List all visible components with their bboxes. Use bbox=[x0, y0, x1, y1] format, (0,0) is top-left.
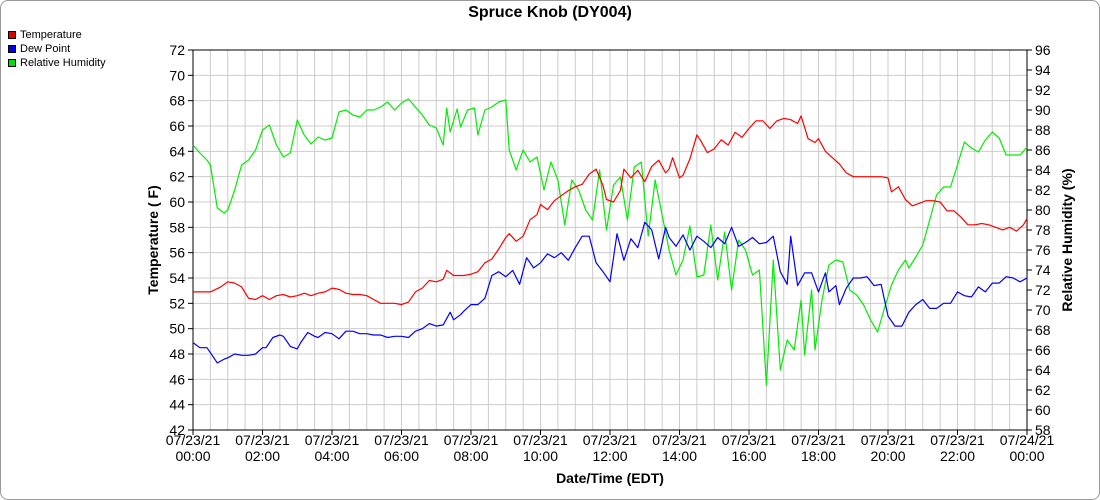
tick-label-x-date: 07/23/21 bbox=[444, 432, 499, 448]
tick-label-left: 44 bbox=[169, 397, 185, 413]
tick-label-right: 90 bbox=[1035, 102, 1051, 118]
tick-label-left: 50 bbox=[169, 321, 185, 337]
tick-label-right: 80 bbox=[1035, 202, 1051, 218]
tick-label-x-time: 04:00 bbox=[314, 448, 349, 464]
tick-label-left: 54 bbox=[169, 270, 185, 286]
tick-label-x-date: 07/23/21 bbox=[791, 432, 846, 448]
tick-label-right: 58 bbox=[1035, 422, 1051, 438]
tick-label-x-time: 18:00 bbox=[801, 448, 836, 464]
tick-label-right: 82 bbox=[1035, 182, 1051, 198]
tick-label-left: 64 bbox=[169, 143, 185, 159]
legend-item-relative-humidity: Relative Humidity bbox=[8, 56, 106, 70]
tick-label-right: 62 bbox=[1035, 382, 1051, 398]
legend-label-temperature: Temperature bbox=[20, 29, 82, 41]
tick-label-x-date: 07/23/21 bbox=[374, 432, 429, 448]
tick-label-left: 58 bbox=[169, 219, 185, 235]
tick-label-left: 66 bbox=[169, 118, 185, 134]
tick-label-x-time: 20:00 bbox=[870, 448, 905, 464]
y-axis-label-left: Temperature ( F) bbox=[145, 185, 161, 294]
legend-label-dew-point: Dew Point bbox=[20, 43, 71, 55]
tick-label-right: 78 bbox=[1035, 222, 1051, 238]
tick-label-left: 46 bbox=[169, 371, 185, 387]
tick-label-x-date: 07/23/21 bbox=[166, 432, 221, 448]
tick-label-x-time: 16:00 bbox=[731, 448, 766, 464]
tick-label-right: 68 bbox=[1035, 322, 1051, 338]
chart-title: Spruce Knob (DY004) bbox=[468, 4, 632, 21]
tick-label-x-time: 02:00 bbox=[245, 448, 280, 464]
tick-label-x-time: 10:00 bbox=[523, 448, 558, 464]
legend-item-temperature: Temperature bbox=[8, 28, 106, 42]
tick-label-x-time: 08:00 bbox=[453, 448, 488, 464]
tick-label-left: 70 bbox=[169, 67, 185, 83]
series-line-temperature bbox=[193, 115, 1028, 306]
tick-label-x-date: 07/23/21 bbox=[722, 432, 777, 448]
tick-label-x-time: 22:00 bbox=[940, 448, 975, 464]
tick-label-x-time: 12:00 bbox=[592, 448, 627, 464]
tick-label-x-time: 00:00 bbox=[1009, 448, 1044, 464]
tick-label-left: 72 bbox=[169, 42, 185, 58]
tick-label-x-date: 07/23/21 bbox=[305, 432, 360, 448]
right-axis-ticks: 58 60 62 64 66 68 70 72 74 76 78 80 82 84 86 88 90 92 94 96 bbox=[1027, 42, 1051, 438]
legend-swatch-temperature bbox=[8, 31, 16, 39]
grid bbox=[192, 49, 1028, 431]
tick-label-left: 68 bbox=[169, 93, 185, 109]
tick-label-x-date: 07/23/21 bbox=[235, 432, 290, 448]
legend-item-dew-point: Dew Point bbox=[8, 42, 106, 56]
tick-label-right: 72 bbox=[1035, 282, 1051, 298]
tick-label-right: 94 bbox=[1035, 62, 1051, 78]
tick-label-x-date: 07/23/21 bbox=[583, 432, 638, 448]
series-line-dew-point bbox=[192, 221, 1028, 364]
tick-label-right: 76 bbox=[1035, 242, 1051, 258]
tick-label-left: 42 bbox=[169, 422, 185, 438]
tick-label-right: 66 bbox=[1035, 342, 1051, 358]
tick-label-right: 60 bbox=[1035, 402, 1051, 418]
x-axis-label: Date/Time (EDT) bbox=[556, 470, 664, 486]
legend-swatch-relative-humidity bbox=[8, 59, 16, 67]
legend-swatch-dew-point bbox=[8, 45, 16, 53]
tick-label-right: 64 bbox=[1035, 362, 1051, 378]
tick-label-x-date: 07/23/21 bbox=[513, 432, 568, 448]
legend: Temperature Dew Point Relative Humidity bbox=[8, 28, 106, 70]
tick-label-x-time: 14:00 bbox=[662, 448, 697, 464]
tick-label-right: 70 bbox=[1035, 302, 1051, 318]
x-axis-ticks: 07/23/2100:0007/23/2102:0007/23/2104:000… bbox=[166, 430, 1055, 464]
tick-label-x-date: 07/23/21 bbox=[930, 432, 985, 448]
tick-label-right: 74 bbox=[1035, 262, 1051, 278]
tick-label-left: 48 bbox=[169, 346, 185, 362]
tick-label-x-date: 07/23/21 bbox=[652, 432, 707, 448]
tick-label-left: 56 bbox=[169, 245, 185, 261]
tick-label-left: 62 bbox=[169, 169, 185, 185]
tick-label-x-date: 07/23/21 bbox=[861, 432, 916, 448]
tick-label-left: 60 bbox=[169, 194, 185, 210]
tick-label-right: 88 bbox=[1035, 122, 1051, 138]
tick-label-right: 84 bbox=[1035, 162, 1051, 178]
tick-label-left: 52 bbox=[169, 295, 185, 311]
tick-label-x-date: 07/24/21 bbox=[1000, 432, 1055, 448]
left-axis-ticks: 42 44 46 48 50 52 54 56 58 60 62 64 66 68 70 72 bbox=[169, 42, 193, 438]
series-layer bbox=[192, 98, 1028, 386]
legend-label-relative-humidity: Relative Humidity bbox=[20, 57, 106, 69]
y-axis-label-right: Relative Humidity (%) bbox=[1059, 168, 1075, 311]
tick-label-x-time: 00:00 bbox=[175, 448, 210, 464]
tick-label-right: 86 bbox=[1035, 142, 1051, 158]
tick-label-x-time: 06:00 bbox=[384, 448, 419, 464]
tick-label-right: 96 bbox=[1035, 42, 1051, 58]
tick-label-right: 92 bbox=[1035, 82, 1051, 98]
